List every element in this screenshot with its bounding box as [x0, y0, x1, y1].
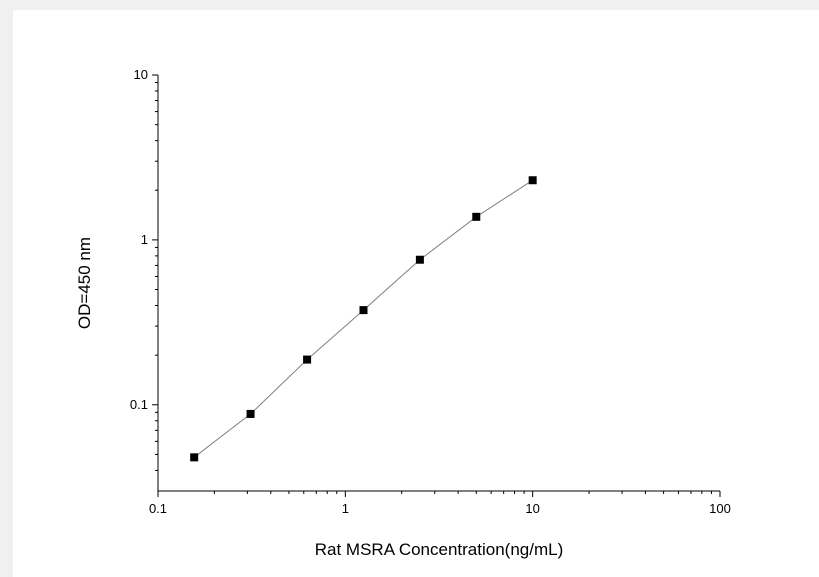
y-axis-ticks: 0.1 1 10	[130, 67, 158, 471]
data-point	[472, 212, 481, 221]
x-tick-label: 10	[525, 501, 539, 516]
y-tick-label: 10	[134, 67, 148, 82]
axes: 0.1 1 10 100 0.1 1 10	[130, 67, 731, 516]
data-point	[415, 255, 424, 264]
x-tick-label: 100	[709, 501, 731, 516]
y-tick-label: 0.1	[130, 397, 148, 412]
plot-panel: 0.1 1 10 100 0.1 1 10 Rat MSRA Concentration(…	[13, 10, 819, 577]
data-point	[303, 355, 312, 364]
series-layer	[190, 176, 537, 462]
x-axis-title: Rat MSRA Concentration(ng/mL)	[315, 540, 564, 559]
data-point	[190, 453, 199, 462]
data-point	[528, 176, 537, 185]
x-axis-ticks: 0.1 1 10 100	[149, 491, 731, 516]
y-tick-label: 1	[141, 232, 148, 247]
x-tick-label: 1	[342, 501, 349, 516]
series-line	[193, 179, 533, 458]
x-tick-label: 0.1	[149, 501, 167, 516]
data-point	[359, 306, 368, 315]
standard-curve-chart: 0.1 1 10 100 0.1 1 10 Rat MSRA Concentration(…	[75, 67, 731, 559]
y-axis-title: OD=450 nm	[75, 237, 94, 329]
data-point	[246, 409, 255, 418]
